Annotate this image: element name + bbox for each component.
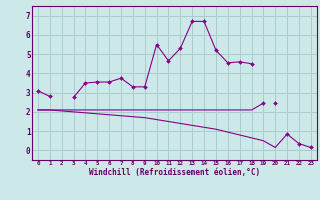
X-axis label: Windchill (Refroidissement éolien,°C): Windchill (Refroidissement éolien,°C) bbox=[89, 168, 260, 177]
